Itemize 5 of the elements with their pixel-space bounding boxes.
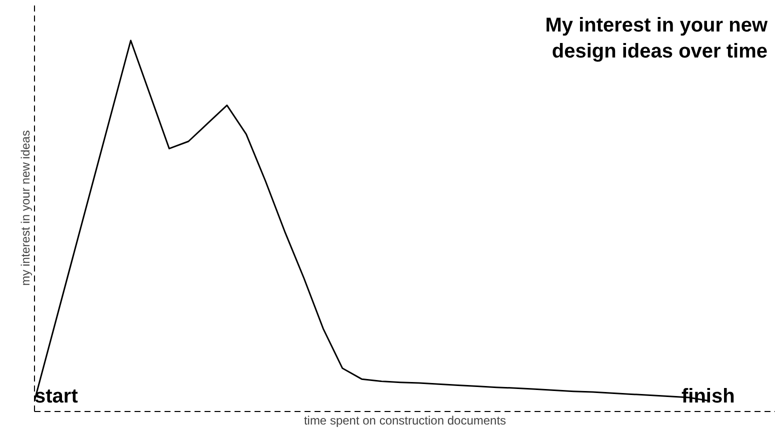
chart-title: My interest in your new design ideas over time [545, 14, 768, 62]
x-axis-title: time spent on construction documents [304, 414, 506, 428]
annotation: finish [681, 386, 735, 408]
y-axis-title: my interest in your new ideas [18, 130, 32, 286]
annotation: start [34, 386, 78, 408]
